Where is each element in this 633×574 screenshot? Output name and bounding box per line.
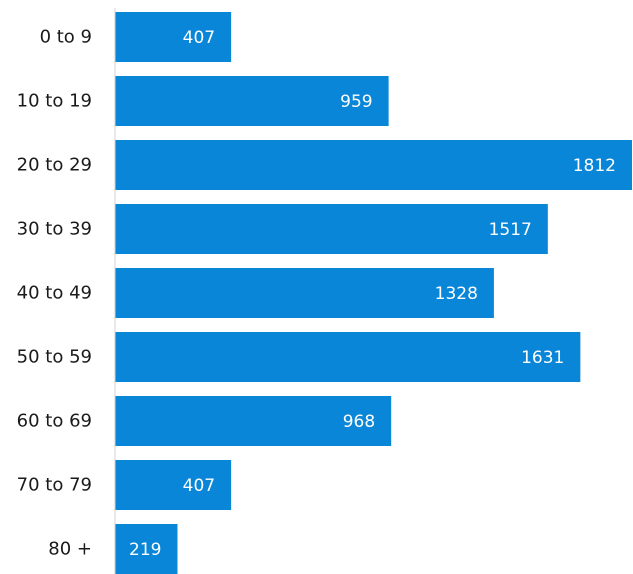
data-label: 1631: [521, 348, 564, 368]
bar: [115, 524, 178, 574]
data-label: 1812: [573, 156, 616, 176]
data-label: 1517: [489, 220, 532, 240]
category-label: 20 to 29: [17, 155, 92, 176]
data-label: 219: [129, 540, 161, 560]
category-label: 40 to 49: [17, 283, 92, 304]
bar: [115, 332, 581, 382]
category-label: 10 to 19: [17, 91, 92, 112]
bar: [115, 460, 232, 510]
bar: [115, 12, 232, 62]
category-labels: 0 to 9 10 to 19 20 to 29 30 to 39 40 to 49 50…: [17, 27, 92, 560]
data-label: 407: [183, 28, 215, 48]
value-labels: 407 959 1812 1517 1328 1631 968 407 219: [129, 28, 616, 560]
bar: [115, 140, 632, 190]
category-label: 30 to 39: [17, 219, 92, 240]
category-label: 70 to 79: [17, 475, 92, 496]
bars-group: [115, 12, 632, 574]
category-label: 50 to 59: [17, 347, 92, 368]
category-label: 80 +: [48, 539, 92, 560]
data-label: 407: [183, 476, 215, 496]
data-label: 1328: [435, 284, 478, 304]
data-label: 968: [343, 412, 375, 432]
category-label: 0 to 9: [40, 27, 92, 48]
bar: [115, 268, 494, 318]
bar: [115, 204, 548, 254]
bar: [115, 76, 389, 126]
data-label: 959: [340, 92, 372, 112]
category-label: 60 to 69: [17, 411, 92, 432]
bar: [115, 396, 392, 446]
